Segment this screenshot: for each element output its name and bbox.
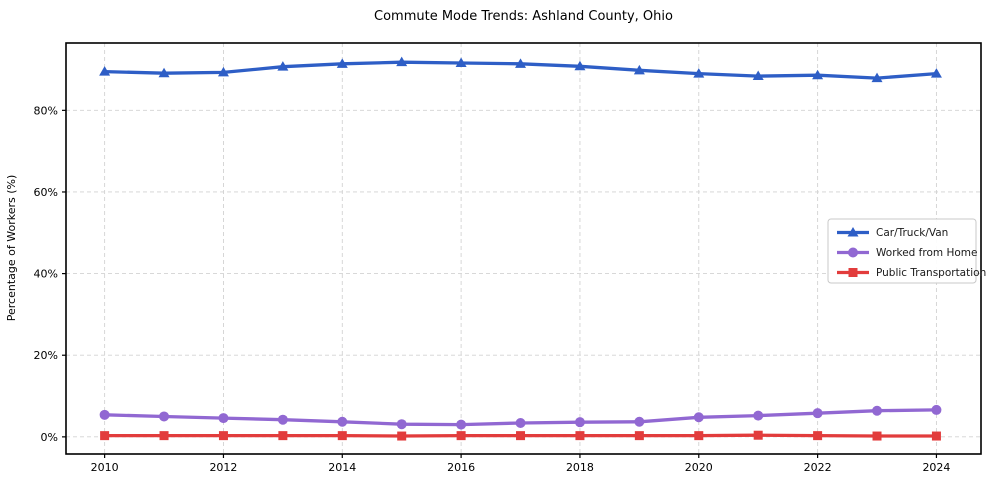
square-marker <box>694 431 704 441</box>
y-axis-label: Percentage of Workers (%) <box>5 175 18 322</box>
y-tick-label: 0% <box>41 431 58 444</box>
circle-marker <box>277 414 288 425</box>
legend-entry-car-truck-van: Car/Truck/Van <box>837 227 948 239</box>
triangle-marker <box>277 61 289 71</box>
triangle-marker <box>515 58 527 68</box>
square-marker <box>456 431 466 441</box>
legend-entry-public-transportation: Public Transportation <box>837 267 986 279</box>
series-public-transportation <box>100 430 941 441</box>
x-tick-label: 2020 <box>685 461 713 474</box>
x-tick-label: 2022 <box>804 461 832 474</box>
square-marker <box>813 431 823 441</box>
triangle-marker <box>847 227 859 237</box>
triangle-marker <box>455 57 467 67</box>
x-tick-label: 2016 <box>447 461 475 474</box>
square-marker <box>218 431 228 441</box>
circle-marker <box>872 405 883 416</box>
circle-marker <box>693 412 704 423</box>
x-tick-label: 2018 <box>566 461 594 474</box>
x-tick-label: 2012 <box>209 461 237 474</box>
legend-label: Public Transportation <box>876 267 986 279</box>
triangle-marker <box>158 67 170 78</box>
x-tick-label: 2010 <box>91 461 119 474</box>
series-car-truck-van <box>99 56 942 83</box>
chart-title: Commute Mode Trends: Ashland County, Ohi… <box>374 9 673 24</box>
legend-box <box>827 218 977 284</box>
square-marker <box>575 431 585 441</box>
y-tick-label: 60% <box>34 186 58 199</box>
square-marker <box>753 430 763 440</box>
square-marker <box>931 431 941 441</box>
y-tick-label: 40% <box>34 268 58 281</box>
square-marker <box>159 431 169 441</box>
circle-marker <box>848 247 858 258</box>
triangle-marker <box>871 72 883 83</box>
plot-layer: 2010 2012 2014 2016 2018 2020 2022 2024 0% 20% 40%… <box>34 42 986 474</box>
triangle-marker <box>336 58 348 68</box>
x-tick-label: 2014 <box>328 461 356 474</box>
circle-marker <box>812 408 823 419</box>
triangle-marker <box>99 66 111 76</box>
triangle-marker <box>752 70 764 81</box>
square-marker <box>100 431 110 441</box>
circle-marker <box>337 416 348 427</box>
x-tick-label: 2024 <box>922 461 950 474</box>
legend-entry-worked-from-home: Worked from Home <box>837 247 977 259</box>
circle-marker <box>396 419 407 430</box>
circle-marker <box>159 411 170 422</box>
circle-marker <box>634 416 645 427</box>
circle-marker <box>99 409 110 420</box>
legend: Car/Truck/Van Worked from Home Public Tran… <box>827 218 986 284</box>
triangle-marker <box>396 56 408 67</box>
triangle-marker <box>633 64 645 75</box>
y-tick-label: 20% <box>34 349 58 362</box>
square-marker <box>337 431 347 441</box>
triangle-marker <box>930 68 942 78</box>
circle-marker <box>931 404 942 415</box>
axis-ticks: 2010 2012 2014 2016 2018 2020 2022 2024 0% 20% 40%… <box>34 104 951 474</box>
legend-label: Worked from Home <box>876 247 977 259</box>
y-tick-label: 80% <box>34 104 58 117</box>
gridlines <box>66 43 981 454</box>
legend-label: Car/Truck/Van <box>876 227 948 239</box>
circle-marker <box>456 419 467 430</box>
square-marker <box>848 268 858 277</box>
circle-marker <box>218 413 229 424</box>
axes-border <box>65 42 982 455</box>
triangle-marker <box>693 68 705 78</box>
circle-marker <box>574 417 585 428</box>
square-marker <box>872 431 882 441</box>
triangle-marker <box>812 69 824 80</box>
series-worked-from-home <box>99 404 942 430</box>
square-marker <box>516 431 526 441</box>
triangle-marker <box>574 60 586 71</box>
triangle-marker <box>217 66 229 77</box>
circle-marker <box>753 410 764 421</box>
square-marker <box>634 431 644 441</box>
circle-marker <box>515 417 526 428</box>
square-marker <box>278 431 288 441</box>
square-marker <box>397 431 407 441</box>
